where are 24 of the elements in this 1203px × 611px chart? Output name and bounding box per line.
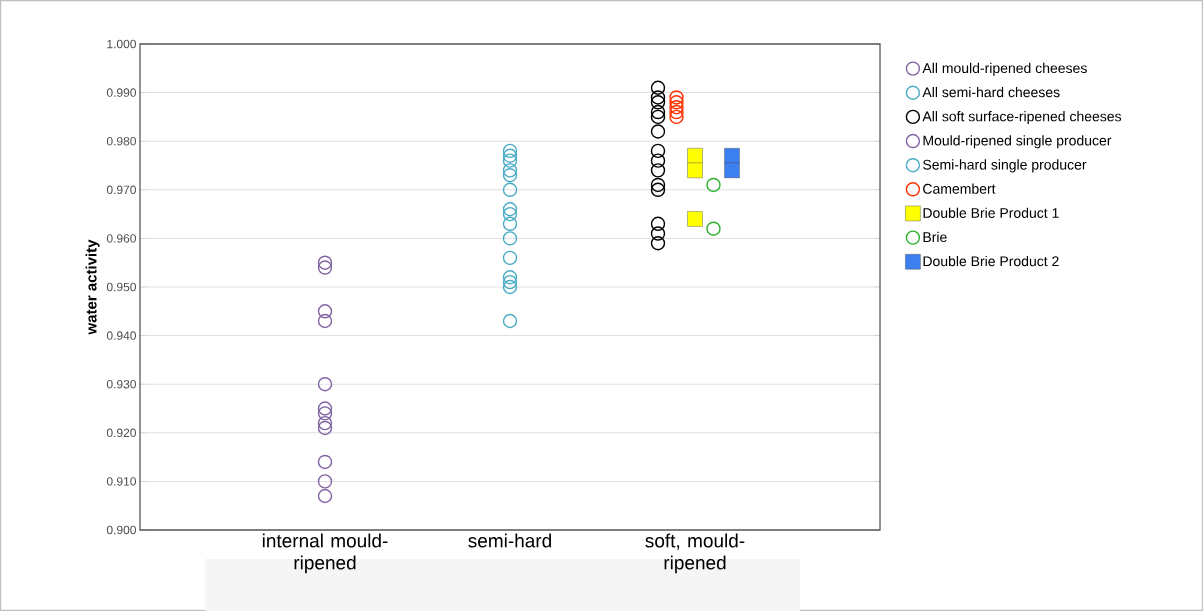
y-tick-label: 0.930 <box>106 379 136 389</box>
legend-label: All mould-ripened cheeses <box>922 62 1087 76</box>
y-tick-label: 0.990 <box>106 88 136 97</box>
legend-label: Mould-ripened single producer <box>923 135 1112 149</box>
y-tick-label: 0.970 <box>106 185 136 195</box>
legend-label: Double Brie Product 2 <box>923 255 1059 267</box>
legend-label: All semi-hard cheeses <box>922 86 1060 98</box>
x-tick-label: semi-hard <box>468 533 551 548</box>
legend-label: Semi-hard single producer <box>923 159 1087 173</box>
legend-label: Brie <box>923 231 947 243</box>
y-tick-label: 0.900 <box>106 525 136 535</box>
y-tick-label: 0.980 <box>106 136 136 146</box>
y-tick-label: 0.960 <box>106 234 136 243</box>
x-tick-label: internal mould-ripened <box>262 533 388 574</box>
y-tick-label: 0.920 <box>106 428 136 438</box>
x-tick-label: soft, mould-ripened <box>645 533 745 574</box>
y-axis-title: water activity <box>85 239 100 335</box>
y-tick-label: 0.950 <box>106 282 136 292</box>
y-tick-label: 1.000 <box>107 39 136 49</box>
legend-label: All soft surface-ripened cheeses <box>922 111 1122 125</box>
y-tick-label: 0.910 <box>106 477 136 486</box>
legend-label: Double Brie Product 1 <box>923 207 1059 218</box>
legend-label: Camembert <box>923 183 996 194</box>
y-tick-label: 0.940 <box>106 331 136 340</box>
